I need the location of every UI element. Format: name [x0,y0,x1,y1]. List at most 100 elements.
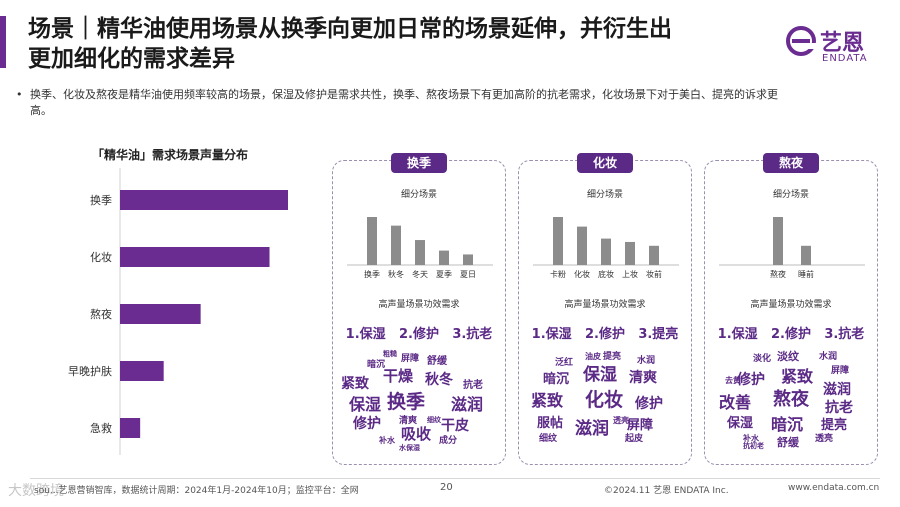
cloud-word: 补水 [379,436,395,445]
bar-早晚护肤 [120,361,164,381]
endata-logo-icon [786,26,816,56]
cloud-word: 修护 [737,372,765,388]
bar-夏季 [439,250,449,265]
bar-上妆 [625,241,635,265]
cloud-word: 滋润 [451,395,484,414]
bar-夏日 [463,254,473,265]
demand-ranking: 1.保湿 2.修护 3.提亮 [519,323,691,342]
summary-text: 换季、化妆及熬夜是精华油使用频率较高的场景，保湿及修护是需求共性，换季、熬夜场景… [30,88,778,117]
footer-divider [30,478,880,479]
bar-熬夜 [773,217,783,265]
demand-2: 2.修护 [399,327,439,342]
y-tick-label: 换季 [90,193,112,207]
logo-english: ENDATA [822,53,868,64]
cloud-word: 保湿 [727,416,754,431]
cloud-word: 油皮 [585,352,601,361]
bar-卡粉 [553,217,563,265]
cloud-word: 修护 [635,396,663,412]
page-title-line-1: 场景｜精华油使用场景从换季向更加日常的场景延伸，并衍生出 [28,16,672,42]
title-accent-bar [0,16,6,68]
cloud-word: 清爽 [399,416,418,426]
cloud-word: 抗初老 [743,442,764,450]
cloud-word: 秋冬 [425,372,453,388]
panel-tag: 化妆 [577,153,633,173]
cloud-word: 暗沉 [367,360,386,370]
demand-1: 1.保湿 [717,327,758,342]
cloud-word: 化妆 [585,389,624,411]
cloud-word: 干皮 [441,418,469,434]
bar-化妆 [577,226,587,265]
subscene-chart: 换季 秋冬 冬天 夏季 夏日 [347,217,493,279]
demand-3: 3.提亮 [638,327,679,342]
cloud-word: 暗沉 [771,415,804,434]
panel-huazhuang: 化妆 细分场景 卡粉 化妆 底妆 上妆 妆前 高声量场景功效需求 1.保湿 2.修护 3… [518,153,692,465]
panel-demand-title: 高声量场景功效需求 [750,300,832,310]
footer-copyright: ©2024.11 艺恩 ENDATA Inc. [604,486,729,496]
bar-秋冬 [391,225,401,265]
panel-demand-title: 高声量场景功效需求 [378,300,460,310]
cloud-word: 吸收 [401,425,432,443]
x-tick-label: 熬夜 [770,269,786,279]
demand-3: 3.抗老 [452,327,493,342]
x-tick-label: 妆前 [646,269,662,279]
bar-冬天 [415,240,425,265]
cloud-word: 水润 [637,356,656,366]
panel-subscene-title: 细分场景 [400,190,437,200]
cloud-word: 细纹 [427,416,441,424]
demand-2: 2.修护 [585,327,625,342]
cloud-word: 暗沉 [543,372,570,387]
demand-1: 1.保湿 [531,327,572,342]
panel-tag: 熬夜 [763,153,819,173]
x-tick-label: 上妆 [622,269,638,279]
cloud-word: 舒缓 [427,356,447,367]
cloud-word: 清爽 [629,370,657,386]
bar-妆前 [649,245,659,265]
cloud-word: 改善 [719,393,752,412]
x-tick-label: 化妆 [574,269,590,279]
cloud-word: 换季 [387,391,426,413]
endata-logo: 艺恩 ENDATA [784,24,884,68]
cloud-word: 细纹 [539,434,558,444]
cloud-word: 去黄 [725,376,741,385]
panel-demand-title: 高声量场景功效需求 [564,300,646,310]
footer-source: sou...艺恩营销智库，数据统计周期：2024年1月-2024年10月；监控平… [34,486,359,496]
x-tick-label: 底妆 [598,269,614,279]
cloud-word: 服帖 [537,416,564,431]
bar-换季 [367,217,377,265]
demand-2: 2.修护 [771,327,811,342]
watermark: 大数跨境 [8,483,64,499]
cloud-word: 滋润 [823,382,851,398]
cloud-word: 保湿 [583,365,617,385]
panel-subscene-title: 细分场景 [772,190,809,200]
cloud-word: 屏障 [831,366,850,376]
cloud-word: 舒缓 [777,436,799,449]
footer-url: www.endata.com.cn [788,483,880,493]
word-cloud: 换季 保湿 滋润 干燥 紧致 秋冬 修护 吸收 干皮 舒缓 屏障 抗老 清爽 暗沉 成分 补水 细纹 水保湿 粗糙 [339,347,499,457]
cloud-word: 淡化 [753,354,772,364]
x-tick-label: 换季 [364,269,380,279]
cloud-word: 粗糙 [383,350,397,358]
cloud-word: 透亮 [815,434,834,444]
page-title-line-2: 更加细化的需求差异 [28,46,235,72]
cloud-word: 滋润 [575,419,609,439]
bar-熬夜 [120,304,201,324]
cloud-word: 紧致 [531,391,564,410]
cloud-word: 水保湿 [399,444,420,452]
cloud-word: 干燥 [383,367,414,385]
x-tick-label: 秋冬 [388,269,404,279]
bullet-dot-icon: • [16,88,23,101]
word-cloud: 熬夜 紧致 改善 修护 暗沉 滋润 抗老 保湿 提亮 淡纹 淡化 屏障 水润 舒缓 透亮 去黄 补水 抗初老 [711,347,871,457]
y-tick-label: 化妆 [90,250,112,264]
bar-急救 [120,418,141,438]
cloud-word: 熬夜 [773,389,809,410]
cloud-word: 屏障 [627,418,654,433]
demand-ranking: 1.保湿 2.修护 3.抗老 [333,323,505,342]
demand-ranking: 1.保湿 2.修护 3.抗老 [705,323,877,342]
panel-tag: 换季 [391,153,447,173]
cloud-word: 透亮 [613,416,629,425]
panel-subscene-title: 细分场景 [586,190,623,200]
cloud-word: 提亮 [603,352,622,362]
cloud-word: 紧致 [341,376,369,392]
x-tick-label: 冬天 [412,269,428,279]
